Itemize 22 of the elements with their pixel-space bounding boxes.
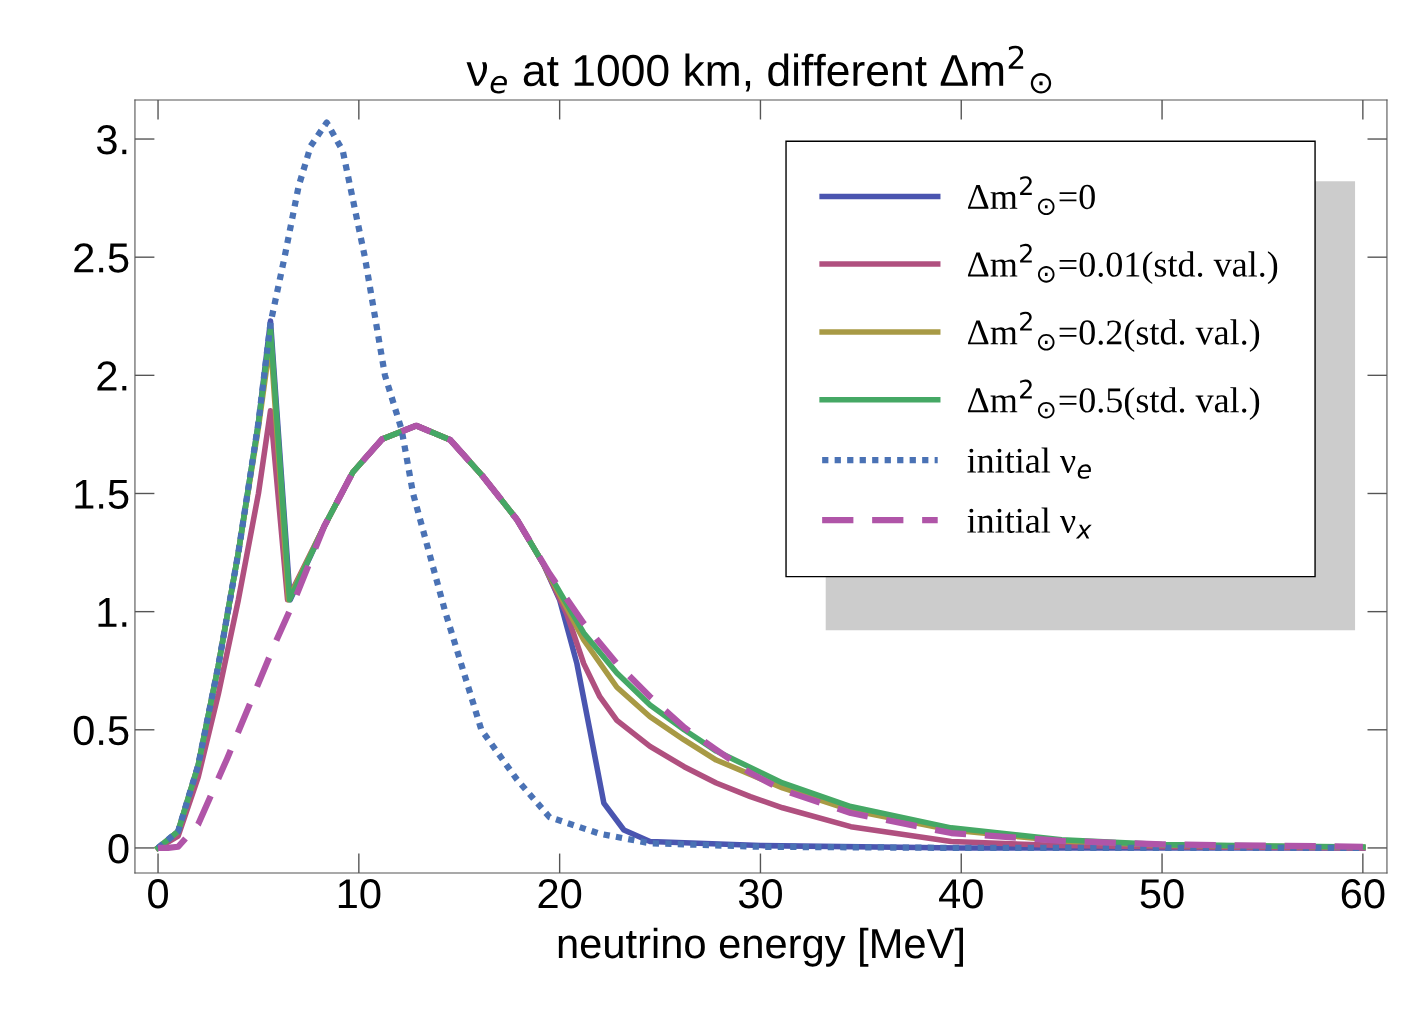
x-tick-label: 20 (538, 878, 582, 909)
legend-label: Δm$^{2}$$_{⊙}$=0.5(std. val.) (967, 379, 1260, 420)
legend-label: initial ν$_{e}$ (967, 447, 1091, 479)
x-tick-label: 30 (738, 878, 782, 909)
x-axis-title: neutrino energy [MeV] (558, 927, 963, 967)
y-tick-label: 1. (98, 598, 127, 627)
x-tick-label: 10 (338, 878, 381, 909)
legend-label: Δm$^{2}$$_{⊙}$=0 (967, 176, 1095, 216)
y-tick-label: 0 (108, 833, 129, 864)
y-tick-label: 0.5 (73, 715, 129, 746)
x-tick-label: 40 (939, 878, 983, 909)
y-tick-label: 2. (97, 361, 127, 391)
x-tick-label: 60 (1341, 878, 1385, 909)
x-tick-label: 50 (1140, 878, 1184, 909)
y-tick-label: 2.5 (74, 243, 129, 273)
legend-label: initial ν$_{x}$ (967, 507, 1092, 539)
y-tick-label: 1.5 (75, 479, 129, 509)
chart-title: ν$_{e}$ at 1000 km, different Δm$^{2}$$_{⊙}$ (466, 45, 1052, 94)
x-tick-label: 0 (148, 878, 168, 909)
legend-label: Δm$^{2}$$_{⊙}$=0.01(std. val.) (967, 243, 1278, 285)
legend-label: Δm$^{2}$$_{⊙}$=0.2(std. val.) (967, 311, 1260, 352)
y-tick-label: 3. (96, 125, 127, 155)
